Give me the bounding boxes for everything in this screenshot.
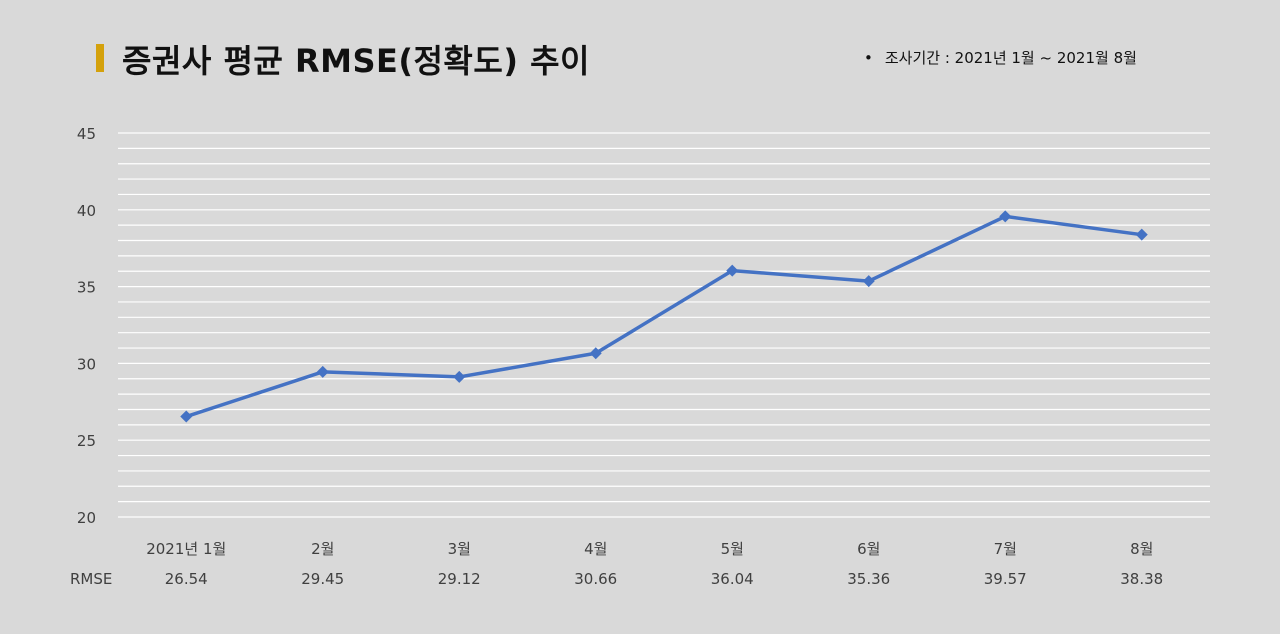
survey-period: • 조사기간 : 2021년 1월 ~ 2021월 8월 [864, 47, 1137, 68]
period-text: 조사기간 : 2021년 1월 ~ 2021월 8월 [884, 49, 1137, 67]
data-point-marker [999, 210, 1012, 223]
y-axis-ticks: 20 25 30 35 40 45 [77, 125, 96, 527]
data-point-marker [180, 410, 193, 423]
data-table-value: 26.54 [165, 570, 208, 588]
y-tick-label: 45 [77, 125, 96, 143]
x-tick-label: 4월 [584, 540, 607, 558]
data-point-marker [726, 264, 739, 277]
y-tick-label: 20 [77, 509, 96, 527]
data-point-marker [316, 365, 329, 378]
x-tick-label: 3월 [448, 540, 471, 558]
series-rmse [180, 210, 1148, 423]
x-tick-label: 6월 [857, 540, 880, 558]
x-tick-label: 8월 [1130, 540, 1153, 558]
series-line [185, 214, 1142, 419]
data-point-marker [1135, 228, 1148, 241]
data-table-value: 29.12 [438, 570, 481, 588]
data-table-row: RMSE 26.54 29.45 29.12 30.66 36.04 35.36 39.57 3… [70, 570, 1163, 588]
y-tick-label: 25 [77, 432, 96, 450]
data-table-value: 30.66 [574, 570, 617, 588]
data-table-value: 29.45 [301, 570, 344, 588]
data-table-value: 36.04 [711, 570, 754, 588]
y-tick-label: 35 [77, 279, 96, 297]
data-table-row-label: RMSE [70, 570, 112, 588]
gridlines [118, 132, 1210, 518]
x-tick-label: 7월 [994, 540, 1017, 558]
data-point-marker [862, 275, 875, 288]
data-table-value: 39.57 [984, 570, 1027, 588]
x-axis-ticks: 2021년 1월 2월 3월 4월 5월 6월 7월 8월 [146, 540, 1153, 558]
data-point-marker [453, 370, 466, 383]
period-bullet: • [864, 49, 873, 67]
y-tick-label: 30 [77, 355, 96, 373]
data-point-marker [589, 347, 602, 360]
y-tick-label: 40 [77, 202, 96, 220]
x-tick-label: 2021년 1월 [146, 540, 226, 558]
x-tick-label: 2월 [311, 540, 334, 558]
chart-title: 증권사 평균 RMSE(정확도) 추이 [122, 42, 590, 80]
data-table-value: 35.36 [847, 570, 890, 588]
x-tick-label: 5월 [721, 540, 744, 558]
data-table-value: 38.38 [1120, 570, 1163, 588]
title-accent-bar [96, 44, 104, 72]
